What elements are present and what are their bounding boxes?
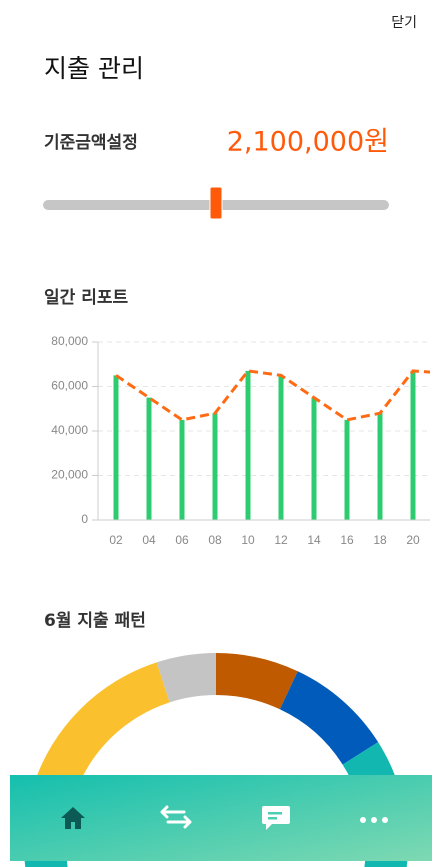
x-tick-label: 18: [373, 533, 387, 547]
x-tick-label: 12: [274, 533, 288, 547]
y-tick-label: 40,000: [51, 423, 88, 437]
x-tick-label: 16: [340, 533, 354, 547]
y-tick-label: 20,000: [51, 468, 88, 482]
bar: [146, 397, 152, 520]
bar: [278, 375, 284, 520]
x-tick-label: 02: [109, 533, 123, 547]
bottom-nav: [10, 775, 432, 861]
x-tick-label: 08: [208, 533, 222, 547]
close-button[interactable]: 닫기: [391, 15, 417, 31]
bar: [212, 413, 218, 520]
y-tick-label: 60,000: [51, 379, 88, 393]
bar: [344, 419, 350, 520]
bar: [311, 397, 317, 520]
budget-amount: 2,100,000원: [227, 127, 389, 158]
bar: [179, 419, 185, 520]
bar: [377, 413, 383, 520]
bar: [410, 370, 416, 520]
page-title: 지출 관리: [44, 54, 144, 83]
donut-segment: [156, 653, 216, 703]
y-tick-label: 80,000: [51, 334, 88, 348]
plot-area: [98, 341, 430, 521]
x-tick-label: 14: [307, 533, 321, 547]
transfer-icon[interactable]: [160, 805, 192, 829]
bar: [245, 370, 251, 520]
donut-segment: [216, 653, 298, 710]
chat-icon[interactable]: [262, 806, 290, 830]
donut-segment: [33, 662, 170, 799]
section-title: 일간 리포트: [44, 288, 128, 308]
y-tick-label: 0: [81, 512, 88, 526]
bar: [113, 375, 119, 520]
line: [115, 369, 430, 422]
home-icon[interactable]: [61, 807, 85, 829]
section-title: 6월 지출 패턴: [44, 611, 146, 631]
x-tick-label: 20: [406, 533, 420, 547]
x-tick-label: 06: [175, 533, 189, 547]
budget-label: 기준금액설정: [44, 133, 138, 153]
x-tick-label: 10: [241, 533, 255, 547]
x-tick-label: 04: [142, 533, 156, 547]
more-icon[interactable]: [360, 817, 388, 823]
slider-thumb[interactable]: [209, 186, 223, 220]
donut-segment: [279, 671, 379, 765]
